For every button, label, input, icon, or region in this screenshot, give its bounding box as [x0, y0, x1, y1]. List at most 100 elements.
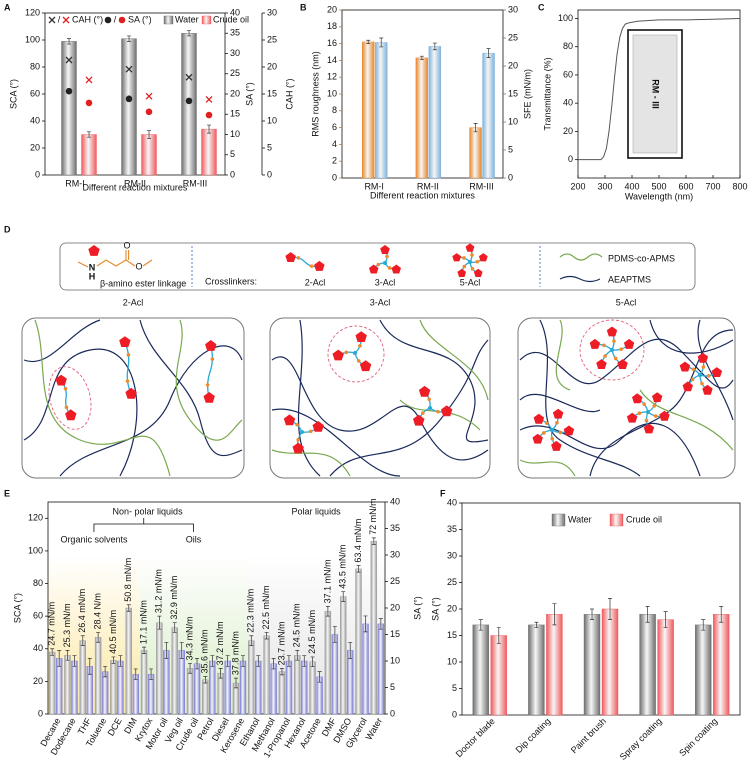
acrylate [623, 338, 635, 349]
bar [263, 635, 270, 715]
acrylate [617, 359, 628, 369]
aeaptms-chain [519, 338, 734, 389]
acrylate [119, 336, 131, 347]
tick-label: 40 [230, 7, 240, 17]
error-bar [295, 650, 300, 661]
error-bar [478, 619, 483, 631]
linkage-dot [603, 354, 607, 358]
error-bar [279, 667, 284, 676]
linkage-dot [558, 430, 563, 435]
core-dot [428, 406, 432, 410]
subgroup-label: Oils [186, 534, 202, 544]
linkage-dot [210, 357, 215, 361]
pdms-chain [419, 319, 489, 401]
line-label: PDMS-co-APMS [608, 253, 675, 263]
linkage-dot [125, 379, 130, 383]
tick-label: 30 [390, 549, 400, 559]
tick-label: 80 [30, 61, 40, 71]
bar [331, 634, 339, 715]
network-title: 2-Acl [123, 297, 144, 307]
bar [713, 614, 730, 716]
network-title: 5-Acl [616, 297, 637, 307]
error-bar [126, 604, 131, 612]
tick-label: 20 [30, 142, 40, 152]
error-bar [218, 667, 223, 679]
aeaptms-chain [271, 408, 401, 477]
error-bar [363, 615, 368, 633]
acrylate [88, 245, 100, 256]
tick-label: 60 [30, 88, 40, 98]
linkage-dot [296, 438, 300, 442]
pdms-line [559, 253, 603, 261]
aeaptms-chain [379, 319, 489, 443]
acrylate [478, 253, 488, 262]
acrylate [355, 331, 367, 342]
core-dot [300, 430, 304, 434]
error-bar [348, 642, 353, 659]
bar [64, 655, 71, 715]
error-bar [496, 627, 501, 644]
annotation: 25.3 mN/m [62, 603, 72, 647]
legend-label: CAH (°) [72, 14, 103, 24]
bar [324, 611, 332, 715]
error-bar [271, 658, 276, 670]
x-tick-label: RM-III [183, 178, 208, 188]
error-bar [65, 650, 70, 661]
tick-label: 0 [452, 709, 457, 719]
tick-label: 0 [568, 154, 573, 164]
pdms-chain [175, 319, 243, 441]
linkage-dot [706, 373, 711, 378]
bar [370, 540, 378, 715]
legend-separator: / [58, 14, 61, 24]
tick-label: 80 [33, 578, 43, 588]
bar [657, 619, 674, 716]
linkage-dot [690, 377, 695, 382]
tick-label: 35 [390, 523, 400, 533]
error-bar [225, 655, 230, 667]
tick-label: 8 [332, 105, 337, 115]
linkage-dot [387, 266, 392, 270]
error-bar [310, 656, 315, 668]
annotation: 34.3 mN/m [184, 616, 194, 660]
circle-marker [118, 16, 126, 24]
linkage-dot [356, 359, 361, 363]
circle-marker [65, 87, 73, 95]
circle-marker [85, 99, 93, 107]
tick-label: 100 [28, 545, 43, 555]
acrylate [359, 360, 372, 372]
error-bar [719, 606, 724, 623]
tick-label: 6 [332, 122, 337, 132]
bar [270, 663, 277, 715]
error-bar [379, 37, 384, 48]
bar [377, 623, 385, 715]
atom: H [89, 271, 96, 281]
cross-marker [85, 76, 93, 84]
error-bar [419, 55, 424, 60]
tick-label: 30 [447, 550, 457, 560]
tick-label: 60 [33, 611, 43, 621]
error-bar [147, 130, 151, 139]
acrylate [652, 392, 663, 403]
tick-label: 12 [327, 72, 337, 82]
tick-label: 25 [267, 34, 277, 44]
subgroup-label: Organic solvents [60, 534, 128, 544]
tick-label: 40 [447, 497, 457, 507]
tick-label: 15 [390, 629, 400, 639]
core-dot [550, 428, 554, 432]
bar [340, 596, 347, 715]
error-bar [87, 131, 91, 138]
annotation: 17.1 mN/m [138, 600, 148, 644]
bar [294, 655, 301, 715]
inset-label: RM - III [651, 79, 661, 109]
x-tick-label: Dip coating [514, 716, 553, 755]
tick-label: 16 [327, 38, 337, 48]
error-bar [187, 30, 191, 37]
linkage-dot [427, 397, 431, 402]
linkage-dot [602, 343, 606, 348]
highlight-ring [579, 319, 645, 381]
error-bar [172, 622, 177, 633]
tick-label: 20 [230, 88, 240, 98]
bar [309, 661, 316, 715]
aeaptms-chain [59, 345, 243, 477]
